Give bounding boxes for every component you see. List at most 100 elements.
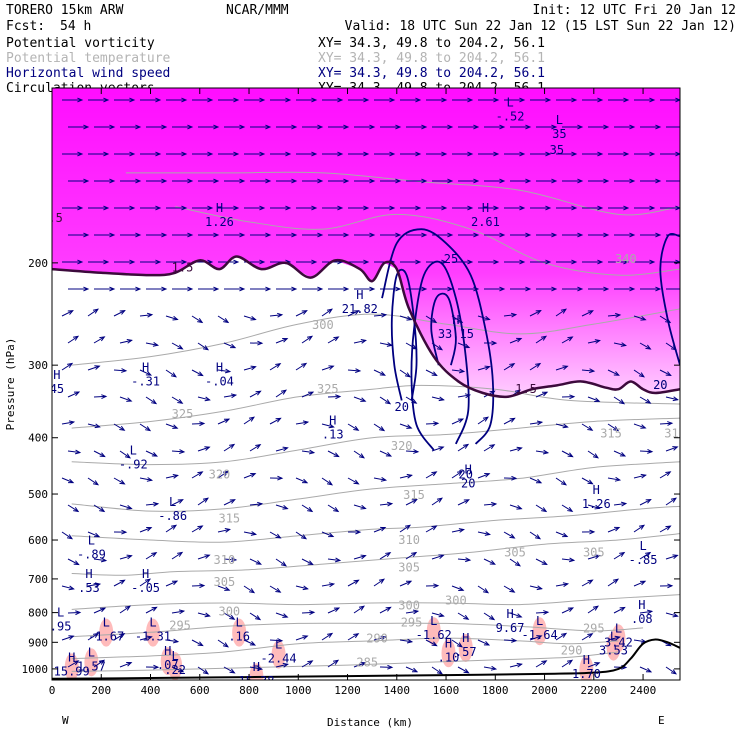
- vector-arrow-head: [129, 205, 136, 211]
- vector-arrow-head: [291, 232, 298, 238]
- vector-arrow-head: [239, 124, 246, 130]
- header-fcst-label: Fcst:: [6, 19, 45, 34]
- extremum-marker: H: [356, 288, 363, 302]
- vector-arrow: [561, 607, 574, 614]
- vector-arrow-head: [145, 426, 152, 432]
- vector-arrow-head: [223, 318, 230, 324]
- vector-arrow-head: [482, 588, 490, 594]
- vector-arrow-head: [177, 344, 184, 350]
- vector-arrow-head: [177, 499, 184, 504]
- vector-arrow-head: [525, 232, 532, 238]
- vector-arrow-head: [571, 151, 578, 157]
- vector-arrow-head: [333, 506, 340, 513]
- vector-arrow-head: [438, 554, 445, 559]
- vector-arrow: [607, 369, 620, 376]
- extremum-marker: L: [639, 539, 646, 553]
- vector-arrow: [119, 339, 132, 344]
- vector-arrow: [191, 315, 203, 323]
- vector-arrow-head: [222, 470, 230, 476]
- vector-arrow-head: [333, 336, 340, 342]
- vector-arrow-head: [489, 444, 496, 450]
- vector-arrow: [457, 666, 469, 674]
- vector-arrow: [509, 338, 522, 344]
- vector-arrow-head: [577, 178, 584, 184]
- vector-arrow-head: [540, 335, 548, 341]
- vector-arrow: [217, 639, 229, 648]
- vector-arrow: [431, 554, 444, 560]
- vector-arrow-head: [525, 286, 532, 292]
- vector-arrow-head: [569, 394, 576, 400]
- vector-arrow-head: [197, 318, 204, 324]
- vector-arrow: [191, 369, 203, 376]
- vector-arrow-head: [629, 124, 636, 130]
- vector-arrow-head: [307, 391, 315, 397]
- vector-arrow: [431, 612, 444, 617]
- vector-arrow: [321, 531, 334, 538]
- extrema-labels: L-.52 L35H1.26H2.61H21.82H33.15H-.31H-.04…: [52, 96, 658, 680]
- vector-arrow-head: [358, 453, 365, 459]
- vector-arrow-head: [613, 426, 620, 432]
- vector-arrow-head: [464, 393, 472, 399]
- vector-arrow-head: [463, 614, 470, 620]
- vector-arrow-head: [387, 664, 394, 670]
- vector-arrow-head: [230, 343, 237, 349]
- vector-arrow-head: [109, 178, 116, 184]
- vector-arrow-head: [101, 394, 108, 400]
- vector-arrow: [139, 636, 152, 641]
- vector-arrow: [145, 342, 158, 346]
- vector-arrow-head: [99, 452, 106, 458]
- vector-arrow-head: [509, 417, 516, 423]
- vector-arrow-head: [645, 551, 652, 557]
- vector-arrow: [191, 422, 205, 425]
- x-tick-label: 400: [141, 684, 161, 697]
- extremum-value: .57: [455, 645, 477, 659]
- vector-arrow: [171, 666, 184, 673]
- vector-arrow: [61, 635, 74, 641]
- vector-arrow: [295, 477, 308, 484]
- wind-speed-contour-line: [430, 292, 457, 366]
- vector-arrow: [561, 558, 574, 561]
- vector-arrow-head: [259, 205, 266, 211]
- vector-arrow-head: [597, 259, 604, 265]
- vector-arrow: [529, 477, 542, 484]
- vector-arrow: [373, 477, 386, 481]
- vector-arrow: [399, 580, 412, 587]
- vector-arrow: [327, 336, 339, 344]
- vector-arrow: [633, 315, 646, 321]
- header-center: NCAR/MMM: [226, 3, 289, 18]
- vector-arrow-head: [645, 498, 652, 504]
- extremum-marker: L: [169, 495, 176, 509]
- vector-arrow: [503, 314, 516, 317]
- vector-arrow: [301, 450, 314, 454]
- vector-arrow: [425, 369, 437, 376]
- vector-arrow: [67, 660, 79, 668]
- vector-arrow-head: [436, 669, 443, 675]
- vector-arrow-head: [145, 371, 153, 376]
- vector-arrow: [451, 369, 464, 372]
- theta-label: 325: [172, 407, 194, 421]
- terrain-surface-line: [52, 638, 680, 680]
- extremum-value: 2.61: [471, 215, 500, 229]
- vector-arrow-head: [181, 259, 188, 265]
- vector-arrow-head: [73, 560, 80, 566]
- vector-arrow: [353, 662, 366, 668]
- vector-arrow: [373, 369, 386, 376]
- vector-arrow-head: [255, 390, 262, 396]
- vector-arrow: [223, 612, 235, 620]
- vector-arrow-head: [667, 421, 674, 426]
- vector-arrow-head: [411, 499, 418, 504]
- right-end-label: E: [658, 714, 665, 727]
- pv-label: 1.5: [172, 261, 194, 275]
- extremum-value: 20: [461, 477, 475, 491]
- vector-arrow: [639, 610, 652, 614]
- extremum-marker: H: [583, 653, 590, 667]
- vector-arrow: [451, 418, 464, 425]
- vector-arrow: [347, 633, 359, 641]
- vector-arrow-head: [358, 605, 365, 611]
- vector-arrow: [243, 416, 255, 425]
- vector-arrow-head: [282, 337, 289, 343]
- vector-arrow: [379, 450, 392, 457]
- vector-arrow: [425, 422, 439, 425]
- vector-arrow: [243, 639, 256, 646]
- vector-arrow-head: [249, 641, 257, 646]
